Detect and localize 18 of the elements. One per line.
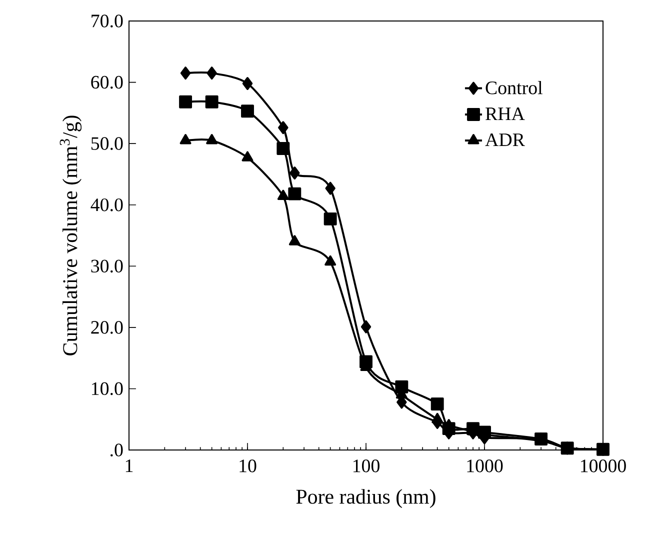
y-tick-label: 40.0 bbox=[90, 198, 123, 212]
y-tick-label: 60.0 bbox=[91, 76, 123, 89]
legend-label: Control bbox=[486, 80, 542, 94]
y-tick-label: 70.0 bbox=[92, 14, 123, 28]
y-tick-label: .0 bbox=[110, 444, 123, 456]
y-tick-label: 50.0 bbox=[91, 137, 123, 150]
x-tick-label: 10000 bbox=[581, 460, 626, 472]
y-tick-label: 10.0 bbox=[92, 382, 123, 396]
legend-label: ADR bbox=[485, 134, 525, 146]
x-tick-label: 10 bbox=[240, 460, 256, 472]
x-tick-label: 100 bbox=[353, 460, 380, 472]
x-axis-title: Pore radius (nm) bbox=[296, 489, 436, 508]
x-tick-label: 1000 bbox=[467, 460, 503, 472]
x-tick-label: 1 bbox=[126, 460, 133, 472]
y-tick-label: 20.0 bbox=[91, 321, 123, 334]
y-axis-title: Cumulative volume (mm$^{3}$/g) bbox=[60, 116, 82, 356]
legend-label: RHA bbox=[486, 108, 525, 120]
y-tick-label: 30.0 bbox=[91, 260, 123, 273]
